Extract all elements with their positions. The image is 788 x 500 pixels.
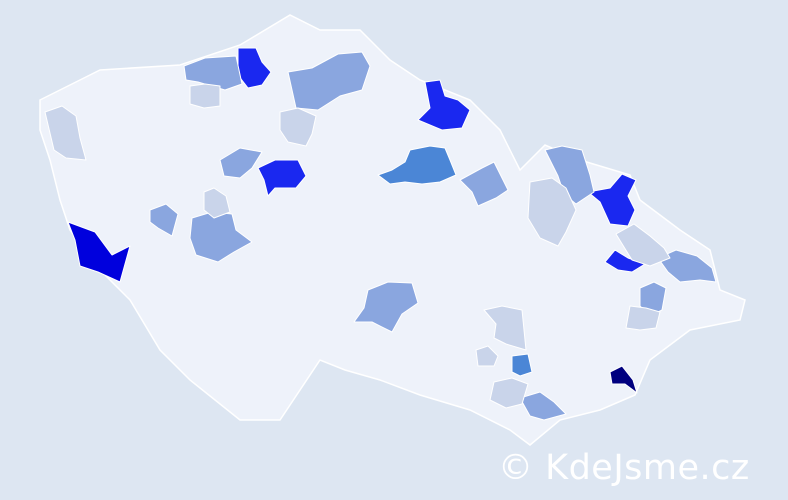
west-region-d[interactable]	[203, 187, 231, 219]
south-region-a[interactable]	[511, 353, 533, 377]
west-region-c[interactable]	[44, 105, 87, 161]
south-region-b[interactable]	[353, 281, 419, 333]
east-region-f[interactable]	[625, 305, 661, 331]
ne-region-a[interactable]	[587, 173, 637, 227]
central-region-c[interactable]	[219, 147, 263, 179]
east-region-d[interactable]	[639, 281, 667, 317]
west-region-b[interactable]	[149, 203, 179, 237]
north-region-b[interactable]	[417, 79, 471, 131]
country-outline	[39, 14, 746, 446]
east-region-b[interactable]	[459, 161, 509, 207]
north-region-d[interactable]	[183, 55, 243, 91]
north-region-f[interactable]	[189, 83, 221, 109]
ne-region-b[interactable]	[544, 145, 595, 205]
south-region-d[interactable]	[483, 305, 527, 351]
central-region-a[interactable]	[257, 159, 307, 197]
ne-region-c[interactable]	[527, 177, 577, 247]
east-region-e[interactable]	[615, 223, 671, 267]
south-region-f[interactable]	[475, 345, 499, 367]
se-region[interactable]	[609, 365, 638, 394]
north-region-c[interactable]	[287, 51, 371, 111]
east-region-c[interactable]	[657, 249, 717, 283]
sw-region[interactable]	[67, 221, 131, 283]
watermark: © KdeJsme.cz	[498, 448, 750, 488]
north-region-e[interactable]	[279, 107, 317, 147]
south-region-e[interactable]	[489, 377, 529, 409]
south-region-c[interactable]	[519, 391, 567, 421]
central-region-b[interactable]	[377, 145, 457, 185]
